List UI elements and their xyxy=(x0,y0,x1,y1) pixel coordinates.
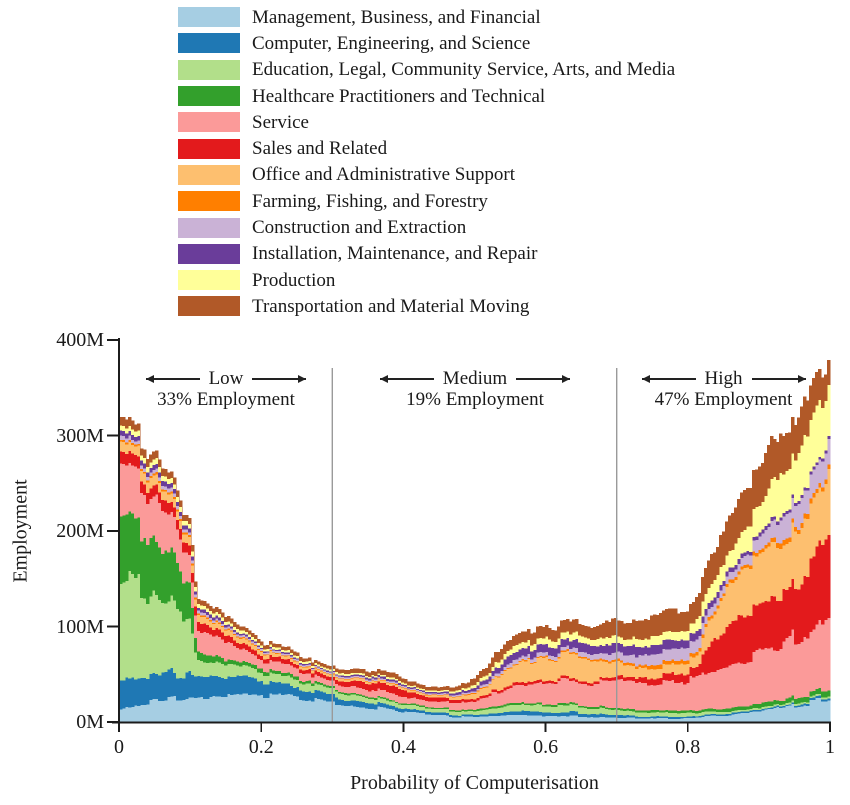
annotation-sublabel: 19% Employment xyxy=(406,389,544,410)
legend-label: Computer, Engineering, and Science xyxy=(252,32,531,54)
legend-swatch-icon xyxy=(178,270,240,291)
legend-item: Education, Legal, Community Service, Art… xyxy=(178,57,675,83)
legend-label: Education, Legal, Community Service, Art… xyxy=(252,59,676,81)
x-tick-label: 0.6 xyxy=(533,736,559,758)
y-tick-label: 100M xyxy=(56,615,104,638)
legend-item: Management, Business, and Financial xyxy=(178,4,675,30)
annotation-sublabel: 33% Employment xyxy=(157,389,295,410)
annotation-sublabel: 47% Employment xyxy=(654,389,793,410)
legend-swatch-icon xyxy=(178,296,240,317)
legend-item: Healthcare Practitioners and Technical xyxy=(178,83,675,109)
legend-swatch-icon xyxy=(178,138,240,159)
legend-label: Farming, Fishing, and Forestry xyxy=(252,190,488,212)
x-tick-label: 1 xyxy=(825,736,835,758)
annotation-label: Low xyxy=(208,368,244,389)
legend-swatch-icon xyxy=(178,243,240,264)
legend-swatch-icon xyxy=(178,217,240,238)
right-arrow-icon xyxy=(252,373,307,385)
annotation-high: High 47% Employment xyxy=(617,368,830,411)
legend-swatch-icon xyxy=(178,191,240,212)
legend-swatch-icon xyxy=(178,33,240,54)
legend-swatch-icon xyxy=(178,59,240,80)
x-tick-label: 0.2 xyxy=(248,736,274,758)
legend-label: Office and Administrative Support xyxy=(252,164,515,186)
legend-item: Computer, Engineering, and Science xyxy=(178,30,675,56)
legend-label: Transportation and Material Moving xyxy=(252,295,530,317)
legend-swatch-icon xyxy=(178,164,240,185)
legend-item: Service xyxy=(178,109,675,135)
x-tick-label: 0.8 xyxy=(675,736,701,758)
left-arrow-icon xyxy=(641,373,696,385)
legend-label: Service xyxy=(252,111,309,133)
right-arrow-icon xyxy=(516,373,571,385)
legend-item: Production xyxy=(178,267,675,293)
left-arrow-icon xyxy=(379,373,434,385)
annotation-low: Low 33% Employment xyxy=(119,368,333,411)
legend-item: Sales and Related xyxy=(178,135,675,161)
legend-item: Installation, Maintenance, and Repair xyxy=(178,241,675,267)
annotation-low-arrows: Low xyxy=(119,368,333,389)
x-tick-label: 0 xyxy=(114,736,124,758)
annotation-medium: Medium 19% Employment xyxy=(333,368,617,411)
annotation-medium-arrows: Medium xyxy=(333,368,617,389)
x-tick-label: 0.4 xyxy=(390,736,416,758)
legend: Management, Business, and Financial Compu… xyxy=(178,4,675,320)
right-arrow-icon xyxy=(751,373,806,385)
legend-swatch-icon xyxy=(178,112,240,133)
legend-swatch-icon xyxy=(178,86,240,107)
y-tick-label: 200M xyxy=(56,520,104,542)
annotation-label: Medium xyxy=(442,368,508,389)
y-tick-label: 300M xyxy=(56,424,104,447)
y-axis-title: Employment xyxy=(9,479,32,583)
legend-label: Construction and Extraction xyxy=(252,217,467,239)
legend-swatch-icon xyxy=(178,7,240,28)
legend-label: Sales and Related xyxy=(252,138,388,160)
area-series-12 xyxy=(118,359,831,692)
legend-item: Office and Administrative Support xyxy=(178,162,675,188)
legend-item: Transportation and Material Moving xyxy=(178,293,675,319)
legend-label: Installation, Maintenance, and Repair xyxy=(252,243,538,265)
legend-item: Construction and Extraction xyxy=(178,214,675,240)
x-axis-title: Probability of Computerisation xyxy=(350,772,599,794)
legend-label: Management, Business, and Financial xyxy=(252,6,541,28)
legend-item: Farming, Fishing, and Forestry xyxy=(178,188,675,214)
y-tick-label: 400M xyxy=(56,329,104,351)
y-tick-label: 0M xyxy=(76,711,104,733)
left-arrow-icon xyxy=(145,373,200,385)
annotation-label: High xyxy=(704,368,743,389)
legend-label: Production xyxy=(252,269,336,291)
annotation-high-arrows: High xyxy=(617,368,830,389)
legend-label: Healthcare Practitioners and Technical xyxy=(252,85,546,107)
